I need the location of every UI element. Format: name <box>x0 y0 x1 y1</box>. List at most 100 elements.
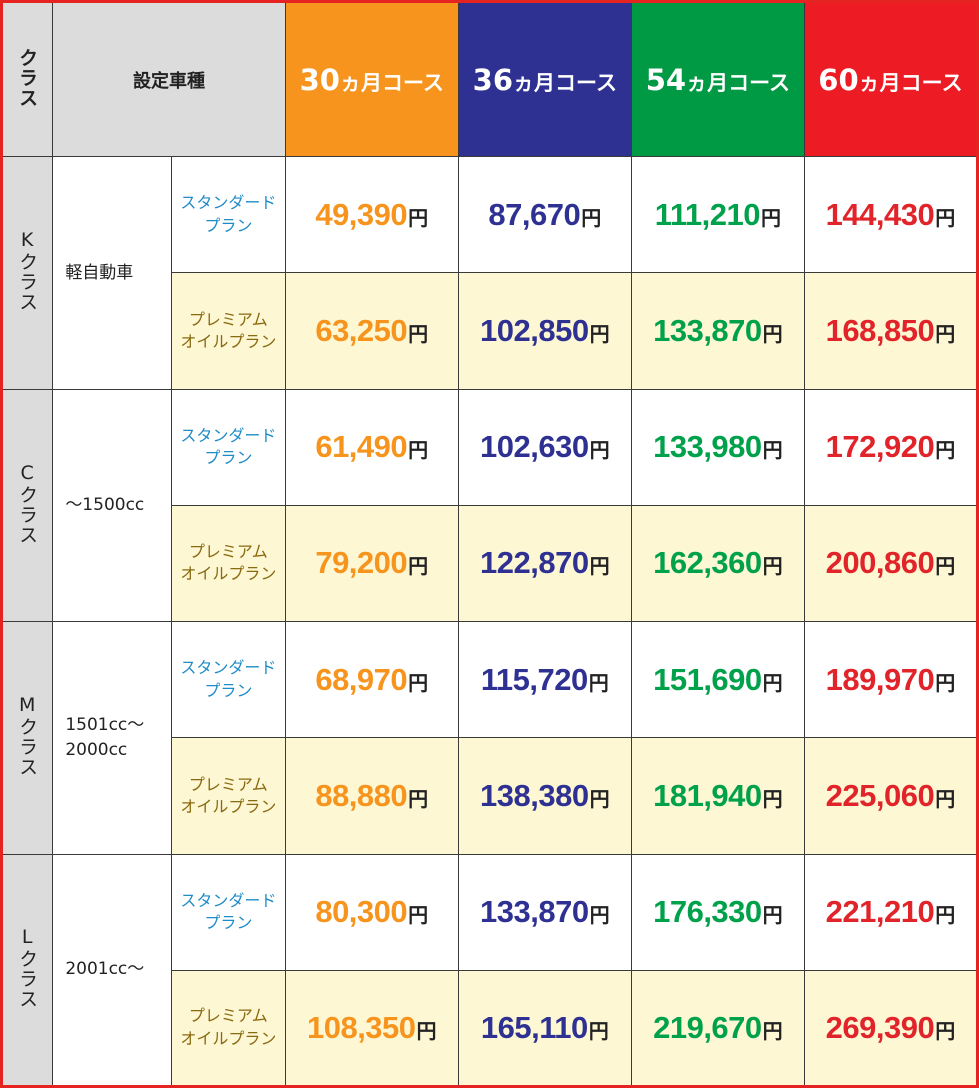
premium-plan-label: プレミアム オイルプラン <box>171 969 286 1088</box>
price-value: 176,330円 <box>653 894 783 929</box>
price-cell: 102,850円 <box>457 272 632 390</box>
currency-unit: 円 <box>762 1020 783 1043</box>
class-label: Lクラス <box>16 926 39 1010</box>
price-amount: 133,870 <box>480 894 589 930</box>
price-value: 144,430円 <box>826 197 956 232</box>
currency-unit: 円 <box>760 207 781 230</box>
price-value: 87,670円 <box>488 197 601 232</box>
price-cell: 151,690円 <box>630 621 805 739</box>
currency-unit: 円 <box>581 207 602 230</box>
course-header-number: 30 <box>299 62 340 97</box>
course-header-54: 54ヵ月コース <box>630 0 805 158</box>
currency-unit: 円 <box>762 440 783 463</box>
price-cell: 115,720円 <box>457 621 632 739</box>
price-amount: 200,860 <box>825 545 935 581</box>
course-header-number: 60 <box>818 62 859 97</box>
price-value: 68,970円 <box>315 662 428 697</box>
currency-unit: 円 <box>408 672 429 695</box>
premium-plan-label: プレミアム オイルプラン <box>171 272 286 390</box>
price-value: 102,850円 <box>480 313 610 348</box>
class-label: Kクラス <box>16 229 39 313</box>
price-cell: 102,630円 <box>457 388 632 506</box>
price-cell: 108,350円 <box>284 969 459 1088</box>
price-value: 111,210円 <box>655 197 781 232</box>
price-cell: 269,390円 <box>803 969 979 1088</box>
price-amount: 133,980 <box>653 429 762 465</box>
price-amount: 138,380 <box>480 777 589 813</box>
price-cell: 133,870円 <box>630 272 805 390</box>
price-amount: 102,850 <box>480 313 589 349</box>
currency-unit: 円 <box>408 905 429 928</box>
currency-unit: 円 <box>935 672 956 695</box>
currency-unit: 円 <box>935 788 956 811</box>
currency-unit: 円 <box>589 440 610 463</box>
price-value: 49,390円 <box>315 197 428 232</box>
price-amount: 102,630 <box>480 429 589 465</box>
price-cell: 63,250円 <box>284 272 459 390</box>
table-row: プレミアム オイルプラン 88,880円 138,380円 181,940円 225,0… <box>2 737 979 855</box>
price-cell: 225,060円 <box>803 737 979 855</box>
price-cell: 133,870円 <box>457 853 632 971</box>
standard-plan-label: スタンダード プラン <box>171 388 286 506</box>
currency-unit: 円 <box>935 905 956 928</box>
price-amount: 68,970 <box>315 661 408 697</box>
currency-unit: 円 <box>935 324 956 347</box>
price-amount: 108,350 <box>306 1009 416 1045</box>
course-header-suffix: ヵ月コース <box>339 70 444 95</box>
course-header-30: 30ヵ月コース <box>284 0 459 158</box>
class-column-header: クラス <box>0 0 54 158</box>
currency-unit: 円 <box>762 788 783 811</box>
car-type-label: 1501cc〜 2000cc <box>65 715 145 760</box>
price-cell: 144,430円 <box>803 156 979 274</box>
price-amount: 269,390 <box>825 1009 935 1045</box>
currency-unit: 円 <box>416 1020 437 1043</box>
price-value: 200,860円 <box>826 545 956 580</box>
price-amount: 168,850 <box>825 313 935 349</box>
price-cell: 221,210円 <box>803 853 979 971</box>
price-value: 168,850円 <box>826 313 956 348</box>
premium-plan-label: プレミアム オイルプラン <box>171 504 286 623</box>
car-type-label: 軽自動車 <box>65 262 134 283</box>
class-cell: Lクラス <box>0 853 54 1087</box>
price-cell: 80,300円 <box>284 853 459 971</box>
price-amount: 63,250 <box>315 313 408 349</box>
car-type-label: 2001cc〜 <box>65 959 145 980</box>
class-cell: Mクラス <box>0 621 54 855</box>
price-amount: 219,670 <box>653 1009 762 1045</box>
price-cell: 200,860円 <box>803 504 979 623</box>
car-type-cell: 〜1500cc <box>52 388 173 623</box>
price-value: 133,870円 <box>653 313 783 348</box>
price-value: 165,110円 <box>481 1010 609 1045</box>
price-value: 133,870円 <box>480 894 610 929</box>
course-header-60: 60ヵ月コース <box>803 0 979 158</box>
price-cell: 61,490円 <box>284 388 459 506</box>
price-cell: 189,970円 <box>803 621 979 739</box>
price-value: 162,360円 <box>653 545 783 580</box>
price-cell: 68,970円 <box>284 621 459 739</box>
price-cell: 181,940円 <box>630 737 805 855</box>
price-amount: 165,110 <box>480 1009 588 1045</box>
price-value: 102,630円 <box>480 429 610 464</box>
price-amount: 79,200 <box>315 545 408 581</box>
price-cell: 219,670円 <box>630 969 805 1088</box>
table-row: プレミアム オイルプラン 63,250円 102,850円 133,870円 168,8… <box>2 272 979 390</box>
price-cell: 49,390円 <box>284 156 459 274</box>
price-value: 108,350円 <box>307 1010 437 1045</box>
price-cell: 172,920円 <box>803 388 979 506</box>
class-cell: Cクラス <box>0 388 54 623</box>
price-amount: 61,490 <box>315 429 408 465</box>
price-value: 88,880円 <box>315 778 428 813</box>
currency-unit: 円 <box>935 440 956 463</box>
course-header-suffix: ヵ月コース <box>513 70 617 95</box>
class-label: Mクラス <box>16 694 39 778</box>
currency-unit: 円 <box>408 324 429 347</box>
car-type-cell: 軽自動車 <box>52 156 173 390</box>
currency-unit: 円 <box>589 556 610 579</box>
course-header-suffix: ヵ月コース <box>686 70 791 95</box>
price-amount: 88,880 <box>315 777 408 813</box>
price-value: 61,490円 <box>315 429 428 464</box>
class-cell: Kクラス <box>0 156 54 390</box>
price-value: 122,870円 <box>480 545 610 580</box>
price-cell: 87,670円 <box>457 156 632 274</box>
price-amount: 225,060 <box>825 777 935 813</box>
